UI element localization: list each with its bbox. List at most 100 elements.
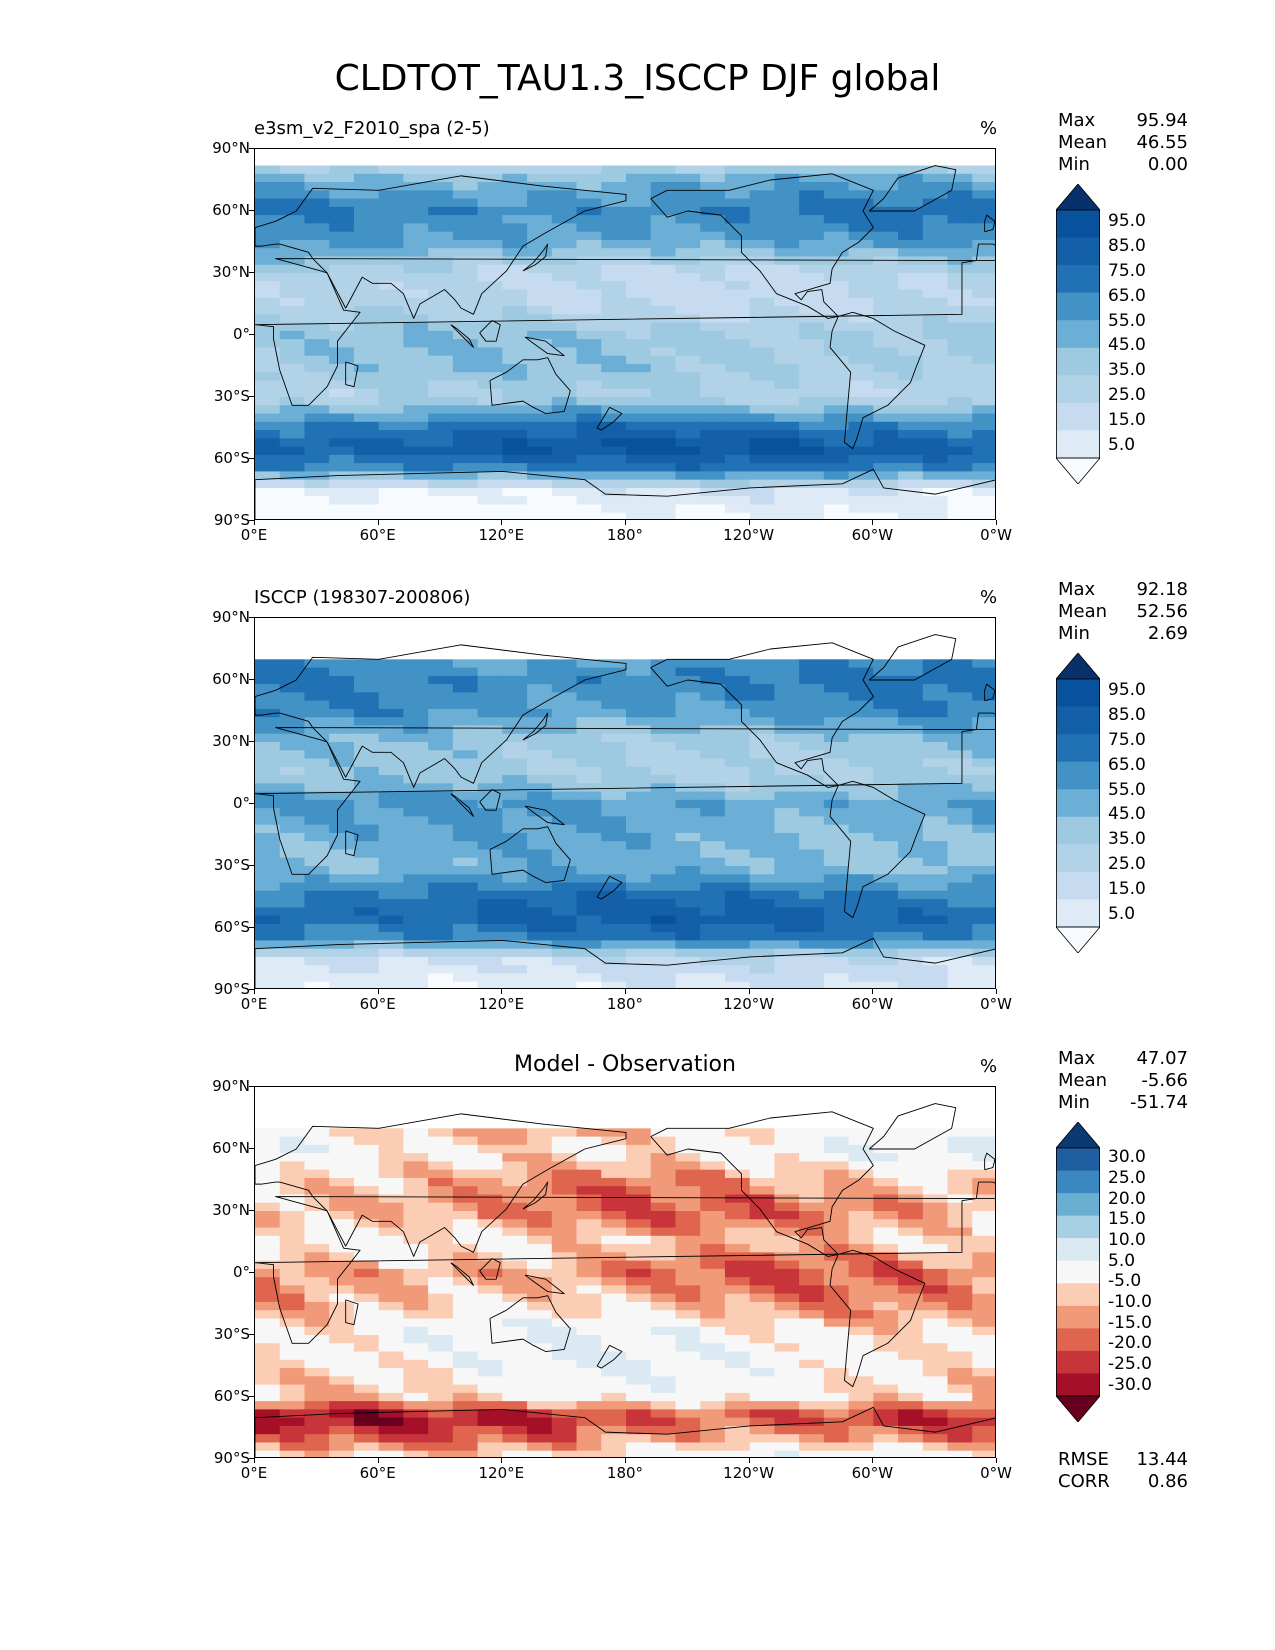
map-cell	[922, 1409, 949, 1419]
map-cell	[898, 454, 924, 464]
coastline	[450, 1262, 474, 1286]
map-cell	[551, 1103, 578, 1113]
map-cell	[947, 965, 973, 975]
map-cell	[873, 816, 899, 826]
map-cell	[304, 824, 330, 834]
map-cell	[700, 832, 726, 842]
map-cell	[304, 775, 330, 784]
map-cell	[972, 215, 995, 224]
map-cell	[304, 1318, 330, 1328]
map-cell	[700, 1425, 726, 1435]
map-cell	[353, 973, 380, 983]
map-cell	[799, 1425, 825, 1435]
map-cell	[477, 890, 503, 900]
map-cell	[452, 1235, 479, 1245]
map-cell	[452, 264, 479, 274]
map-cell	[601, 1136, 627, 1146]
map-cell	[378, 1351, 404, 1361]
map-cell	[724, 165, 751, 175]
map-cell	[947, 1434, 973, 1444]
map-cell	[873, 1177, 899, 1187]
map-cell	[576, 190, 602, 200]
map-cell	[601, 1260, 627, 1270]
map-cell	[452, 799, 479, 809]
map-cell	[898, 708, 924, 718]
map-cell	[724, 1293, 751, 1303]
map-cell	[452, 1434, 479, 1444]
map-cell	[848, 667, 874, 677]
map-cell	[378, 915, 404, 925]
map-cell	[898, 504, 924, 514]
map-cell	[601, 1252, 627, 1262]
map-cell	[626, 948, 652, 958]
map-cell	[255, 965, 281, 975]
map-cell	[527, 463, 553, 472]
map-cell	[774, 446, 800, 456]
map-cell	[700, 1186, 726, 1196]
map-cell	[947, 1409, 973, 1419]
map-cell	[922, 1442, 949, 1452]
map-cell	[601, 659, 627, 669]
map-cell	[873, 380, 899, 390]
map-cell	[823, 725, 850, 735]
coastline	[650, 642, 874, 788]
map-cell	[329, 618, 355, 627]
map-cell	[650, 339, 677, 348]
map-cell	[724, 766, 751, 776]
map-cell	[947, 1417, 973, 1427]
map-cell	[873, 973, 899, 983]
map-cell	[527, 388, 553, 398]
map-cell	[898, 264, 924, 274]
map-cell	[799, 733, 825, 743]
map-cell	[551, 388, 578, 398]
map-cell	[774, 397, 800, 406]
map-cell	[626, 306, 652, 315]
map-cell	[255, 306, 281, 315]
map-cell	[502, 1335, 528, 1344]
map-cell	[724, 750, 751, 760]
map-cell	[477, 157, 503, 167]
map-cell	[898, 1343, 924, 1353]
coastline	[450, 793, 474, 817]
colorbar-tick-label: 35.0	[1108, 360, 1146, 381]
map-cell	[675, 149, 701, 158]
coastline	[984, 683, 995, 702]
map-cell	[650, 626, 677, 636]
lat-tick-mark	[249, 679, 254, 680]
map-cell	[502, 899, 528, 908]
map-cell	[848, 700, 874, 710]
map-cell	[403, 1128, 429, 1138]
map-cell	[898, 923, 924, 933]
map-cell	[255, 248, 281, 258]
map-cell	[675, 405, 701, 415]
map-cell	[626, 182, 652, 191]
map-cell	[255, 626, 281, 636]
map-cell	[922, 799, 949, 809]
map-cell	[601, 1153, 627, 1162]
map-cell	[329, 1128, 355, 1138]
map-cell	[403, 742, 429, 751]
map-cell	[477, 717, 503, 727]
map-cell	[626, 758, 652, 768]
map-cell	[255, 471, 281, 481]
map-cell	[947, 1111, 973, 1121]
map-cell	[799, 1310, 825, 1320]
map-cell	[255, 816, 281, 826]
colorbar-bin	[1056, 292, 1100, 321]
map-cell	[898, 1376, 924, 1386]
map-cell	[972, 487, 995, 497]
map-cell	[403, 1087, 429, 1096]
map-cell	[378, 618, 404, 627]
map-cell	[823, 438, 850, 448]
map-cell	[403, 725, 429, 735]
map-cell	[255, 1401, 281, 1410]
map-cell	[502, 651, 528, 660]
map-cell	[675, 973, 701, 983]
map-cell	[947, 890, 973, 900]
map-cell	[972, 808, 995, 817]
map-cell	[724, 1442, 751, 1452]
map-cell	[700, 1434, 726, 1444]
map-cell	[279, 973, 306, 983]
map-cell	[972, 1227, 995, 1237]
map-cell	[675, 965, 701, 975]
